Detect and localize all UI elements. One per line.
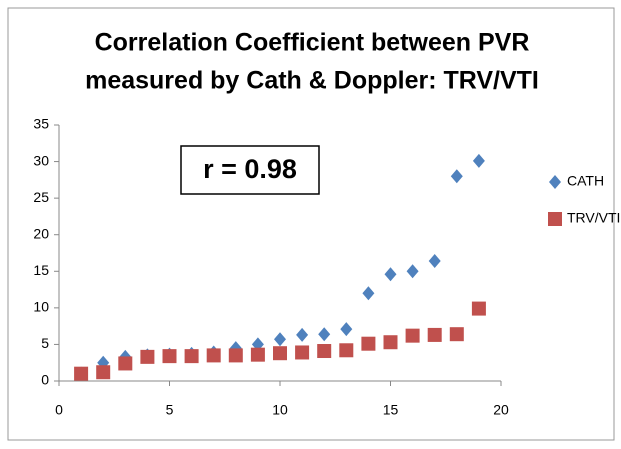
y-tick-label: 15 (33, 262, 49, 278)
point (140, 349, 155, 364)
y-tick-label: 20 (33, 225, 49, 241)
chart-title: measured by Cath & Doppler: TRV/VTI (85, 67, 539, 95)
point (250, 347, 265, 362)
point (450, 169, 463, 184)
y-tick-label: 0 (41, 372, 49, 388)
point (206, 348, 221, 363)
point (318, 327, 331, 342)
legend-marker (548, 212, 562, 226)
x-tick-label: 0 (55, 402, 63, 418)
point (427, 327, 442, 342)
point (296, 327, 309, 342)
point (383, 335, 398, 350)
point (361, 336, 376, 351)
point (317, 344, 332, 359)
point (295, 345, 310, 360)
point (162, 349, 177, 364)
point (472, 153, 485, 168)
point (96, 365, 111, 380)
x-tick-label: 15 (383, 402, 399, 418)
point (362, 286, 375, 301)
point (340, 322, 353, 337)
y-tick-label: 10 (33, 299, 49, 315)
point (449, 327, 464, 342)
legend-label: TRV/VTI (567, 210, 620, 226)
point (405, 328, 420, 343)
point (274, 332, 286, 347)
legend-label: CATH (567, 173, 604, 189)
x-tick-label: 5 (166, 402, 174, 418)
y-tick-label: 25 (33, 189, 49, 205)
y-tick-label: 30 (33, 152, 49, 168)
point (228, 348, 243, 363)
point (384, 267, 397, 282)
point (118, 356, 133, 371)
x-tick-label: 10 (272, 402, 288, 418)
point (471, 301, 486, 316)
y-tick-label: 5 (41, 335, 49, 351)
y-tick-label: 35 (33, 116, 49, 132)
point (339, 343, 354, 358)
point (273, 346, 287, 361)
point (428, 254, 441, 269)
annotation: r = 0.98 (203, 154, 297, 184)
point (406, 264, 419, 279)
annotation-box (180, 145, 320, 195)
point (184, 349, 199, 364)
point (74, 366, 89, 381)
chart-title: Correlation Coefficient between PVR (95, 29, 530, 57)
x-tick-label: 20 (493, 402, 509, 418)
legend-marker (549, 175, 561, 189)
